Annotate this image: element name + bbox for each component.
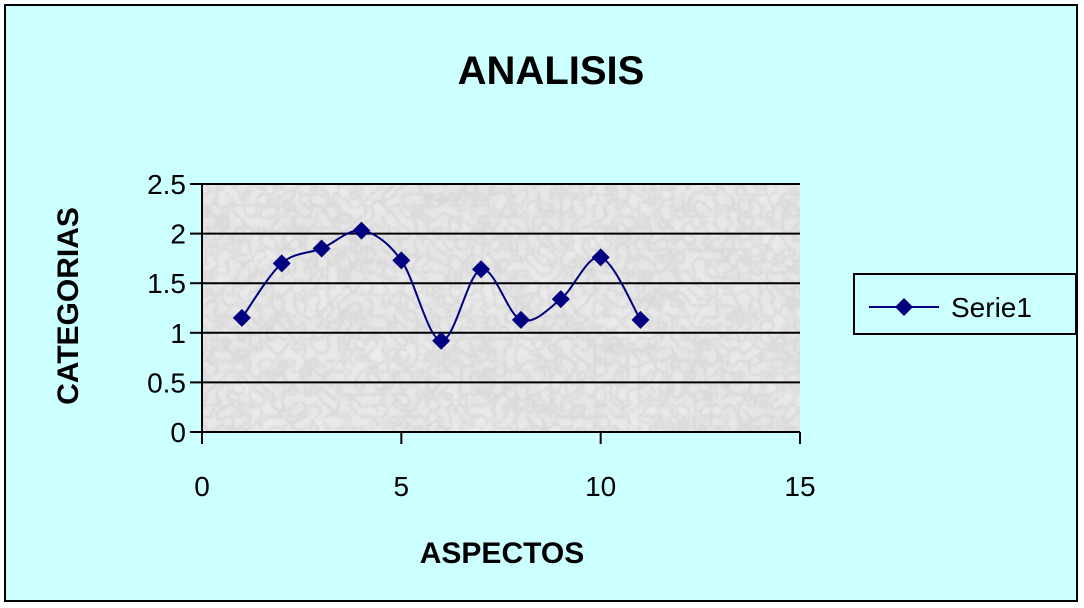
legend: Serie1 (853, 273, 1077, 335)
gridlines (202, 183, 800, 384)
x-tick-labels: 0 5 10 15 (194, 471, 815, 502)
x-tick-label: 5 (394, 471, 410, 502)
x-axis-title: ASPECTOS (420, 537, 585, 570)
y-tick-label: 1 (170, 318, 186, 349)
x-tick-label: 10 (585, 471, 616, 502)
y-tick-labels: 0 0.5 1 1.5 2 2.5 (147, 169, 186, 448)
legend-marker-swatch (895, 298, 913, 316)
data-point-marker (591, 248, 610, 267)
data-point-marker (631, 310, 650, 329)
data-point-marker (511, 310, 530, 329)
legend-box (853, 273, 1077, 335)
y-tick-label: 2 (170, 219, 186, 250)
data-point-marker (472, 260, 491, 279)
data-point-marker (232, 308, 251, 327)
chart-frame: ANALISIS 0 0.5 1 1.5 2 2.5 0 5 10 15 ASPECTOS CA… (4, 4, 1078, 602)
y-tick-label: 2.5 (147, 169, 186, 200)
data-point-marker (551, 290, 570, 309)
axes (190, 183, 801, 444)
chart-title: ANALISIS (458, 49, 645, 93)
y-tick-label: 0 (170, 417, 186, 448)
y-tick-label: 0.5 (147, 367, 186, 398)
legend-label-serie1: Serie1 (951, 292, 1032, 323)
chart-svg: ANALISIS 0 0.5 1 1.5 2 2.5 0 5 10 15 ASPECTOS CA… (52, 49, 1077, 570)
data-point-marker (432, 331, 451, 350)
x-tick-label: 15 (784, 471, 815, 502)
y-tick-label: 1.5 (147, 268, 186, 299)
data-point-marker (312, 239, 331, 258)
x-tick-label: 0 (194, 471, 210, 502)
plot-specks (202, 184, 800, 432)
data-point-marker (352, 221, 371, 240)
y-axis-title: CATEGORIAS (52, 207, 85, 405)
data-point-marker (392, 251, 411, 270)
plot-area (202, 184, 800, 432)
